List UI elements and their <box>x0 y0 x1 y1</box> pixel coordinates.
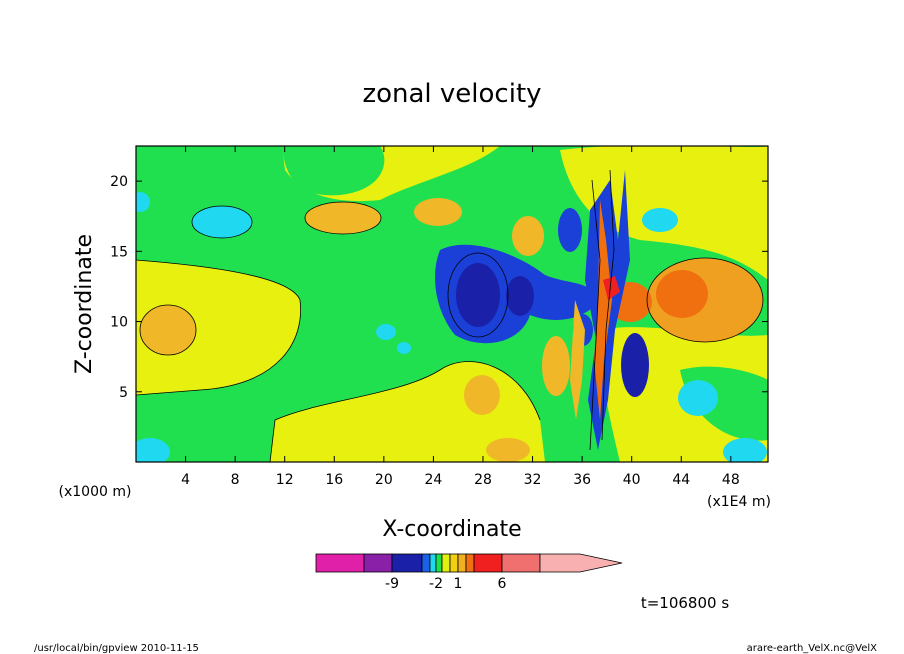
contour-blue-lower <box>621 333 649 397</box>
plot-frame <box>135 145 769 463</box>
x-axis-ticks: 4 8 12 16 20 24 28 32 36 40 44 48 <box>181 146 740 488</box>
y-axis-ticks: 5 10 15 20 <box>110 174 768 401</box>
colorbar-segment <box>363 553 393 573</box>
chart-title: zonal velocity <box>362 79 541 109</box>
colorbar-segment <box>391 553 423 573</box>
contour-green-top <box>282 146 385 196</box>
x-tick-label: 40 <box>623 472 641 488</box>
colorbar-arrow <box>539 553 623 573</box>
x-tick-label: 24 <box>424 472 442 488</box>
contour-orange-lower-center <box>542 336 570 396</box>
footer-right: arare-earth_VelX.nc@VelX <box>747 643 878 654</box>
x-tick-label: 32 <box>524 472 542 488</box>
contour-orange-top-mid <box>305 202 381 234</box>
y-tick-label: 20 <box>110 174 128 190</box>
colorbar <box>315 553 623 573</box>
contour-orange-top-center <box>414 198 462 226</box>
colorbar-label: 6 <box>498 576 507 592</box>
contour-lines <box>136 169 764 462</box>
x-tick-label: 28 <box>474 472 492 488</box>
x-tick-label: 44 <box>672 472 690 488</box>
colorbar-label: 1 <box>454 576 463 592</box>
contour-cyan-bottom-right <box>723 438 767 462</box>
colorbar-segment <box>501 553 541 573</box>
contour-orange-right-core <box>656 270 708 318</box>
x-tick-label: 36 <box>573 472 591 488</box>
contour-wave-band-b <box>594 200 612 420</box>
y-tick-label: 15 <box>110 244 128 260</box>
contour-blue-core-a <box>456 263 500 327</box>
contour-blue-top-center <box>558 208 582 252</box>
contour-green-top-left <box>149 146 233 195</box>
colorbar-segment <box>449 553 459 573</box>
colorbar-segment <box>435 553 443 573</box>
colorbar-segment <box>421 553 431 573</box>
contour-cyan-top-edge <box>136 192 150 212</box>
contour-orange-bottom <box>464 375 500 415</box>
x-tick-label: 20 <box>375 472 393 488</box>
contour-orange-bottom-right <box>486 438 530 462</box>
contour-cyan-bottom-left <box>136 438 170 462</box>
colorbar-label: -2 <box>429 576 443 592</box>
x-tick-label: 48 <box>722 472 740 488</box>
contour-red-core <box>603 276 620 300</box>
contour-yellow-left-mid <box>136 260 301 395</box>
contour-cyan-small-a <box>376 324 396 340</box>
x-tick-label: 16 <box>325 472 343 488</box>
contour-orange-upper-center <box>512 216 544 256</box>
colorbar-segment <box>473 553 503 573</box>
colorbar-segment <box>315 553 365 573</box>
y-tick-label: 5 <box>119 385 128 401</box>
contour-cyan-top-left <box>192 206 252 238</box>
contour-wave-band-c <box>570 300 585 420</box>
y-axis-label: Z-coordinate <box>72 234 97 374</box>
contour-cyan-right <box>678 380 718 416</box>
time-label: t=106800 s <box>641 594 729 612</box>
contour-orange-left <box>140 305 196 355</box>
colorbar-segment <box>457 553 467 573</box>
colorbar-label: -9 <box>385 576 399 592</box>
x-tick-label: 4 <box>181 472 190 488</box>
x-unit-left: (x1000 m) <box>59 484 132 500</box>
x-tick-label: 12 <box>276 472 294 488</box>
contour-blue-core-b <box>506 276 534 316</box>
x-unit-right: (x1E4 m) <box>707 494 771 510</box>
contour-cyan-upper-right <box>642 208 678 232</box>
colorbar-segment <box>441 553 451 573</box>
x-tick-label: 8 <box>231 472 240 488</box>
colorbar-labels: -9 -2 1 6 <box>385 576 507 592</box>
x-axis-label: X-coordinate <box>382 517 521 542</box>
y-tick-label: 10 <box>110 315 128 331</box>
contour-field <box>136 146 768 462</box>
contour-cyan-small-b <box>397 342 411 354</box>
colorbar-segment <box>429 553 437 573</box>
footer-left: /usr/local/bin/gpview 2010-11-15 <box>34 643 199 654</box>
colorbar-segment <box>465 553 475 573</box>
